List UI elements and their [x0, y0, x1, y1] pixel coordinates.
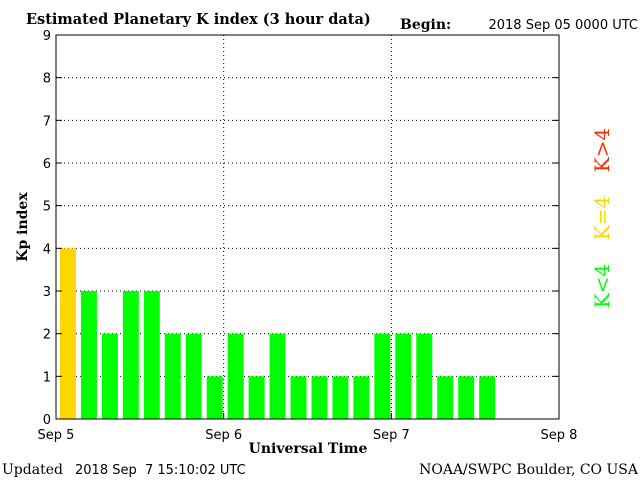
kp-bar-3 — [122, 291, 139, 419]
kp-bar-12 — [311, 376, 328, 419]
kp-bar-2 — [101, 333, 118, 419]
legend-item-1: K=4 — [590, 196, 614, 240]
kp-bar-9 — [248, 376, 265, 419]
y-tick-label-7: 7 — [43, 114, 51, 129]
kp-bar-0 — [60, 248, 76, 419]
x-tick-label-3: Sep 8 — [541, 428, 578, 443]
plot-frame — [55, 34, 560, 420]
y-tick-label-9: 9 — [43, 29, 51, 44]
y-tick-label-8: 8 — [43, 72, 51, 87]
kp-bar-16 — [395, 333, 412, 419]
kp-bar-19 — [458, 376, 475, 419]
updated-value: 2018 Sep 7 15:10:02 UTC — [75, 463, 246, 478]
kp-bar-4 — [143, 291, 160, 419]
legend-item-0: K<4 — [590, 264, 614, 308]
y-tick-label-5: 5 — [43, 200, 51, 215]
begin-value: 2018 Sep 05 0000 UTC — [488, 18, 638, 33]
source-credit: NOAA/SWPC Boulder, CO USA — [419, 462, 639, 478]
x-tick-label-0: Sep 5 — [38, 428, 75, 443]
x-tick-label-1: Sep 6 — [205, 428, 242, 443]
y-tick-label-2: 2 — [43, 328, 51, 343]
kp-bar-1 — [80, 291, 97, 419]
x-axis: Sep 5 Sep 6 Sep 7 Sep 8 — [38, 413, 578, 443]
kp-bars — [60, 248, 496, 419]
kp-bar-17 — [416, 333, 433, 419]
x-tick-label-2: Sep 7 — [373, 428, 410, 443]
y-tick-label-1: 1 — [43, 370, 51, 385]
kp-bar-15 — [374, 333, 391, 419]
y-tick-label-0: 0 — [43, 413, 51, 428]
kp-bar-14 — [353, 376, 370, 419]
chart-title: Estimated Planetary K index (3 hour data… — [26, 11, 371, 28]
y-axis: 0 1 2 3 4 5 6 7 8 9 — [43, 29, 559, 428]
y-axis-label: Kp index — [15, 192, 31, 262]
kp-bar-6 — [185, 333, 202, 419]
kp-bar-18 — [437, 376, 454, 419]
y-tick-label-3: 3 — [43, 285, 51, 300]
kp-bar-10 — [269, 333, 286, 419]
updated-label: Updated — [2, 462, 63, 478]
kp-bar-7 — [206, 376, 223, 419]
legend-item-2: K>4 — [590, 128, 614, 172]
y-tick-label-4: 4 — [43, 242, 51, 257]
legend: K<4 K=4 K>4 — [590, 128, 614, 308]
kp-bar-5 — [164, 333, 181, 419]
grid-lines — [56, 35, 559, 419]
kp-bar-13 — [332, 376, 349, 419]
begin-label: Begin: — [400, 17, 451, 33]
y-tick-label-6: 6 — [43, 157, 51, 172]
kp-bar-11 — [290, 376, 307, 419]
x-axis-label: Universal Time — [249, 441, 368, 457]
kp-bar-8 — [227, 333, 244, 419]
kp-bar-20 — [479, 376, 496, 419]
